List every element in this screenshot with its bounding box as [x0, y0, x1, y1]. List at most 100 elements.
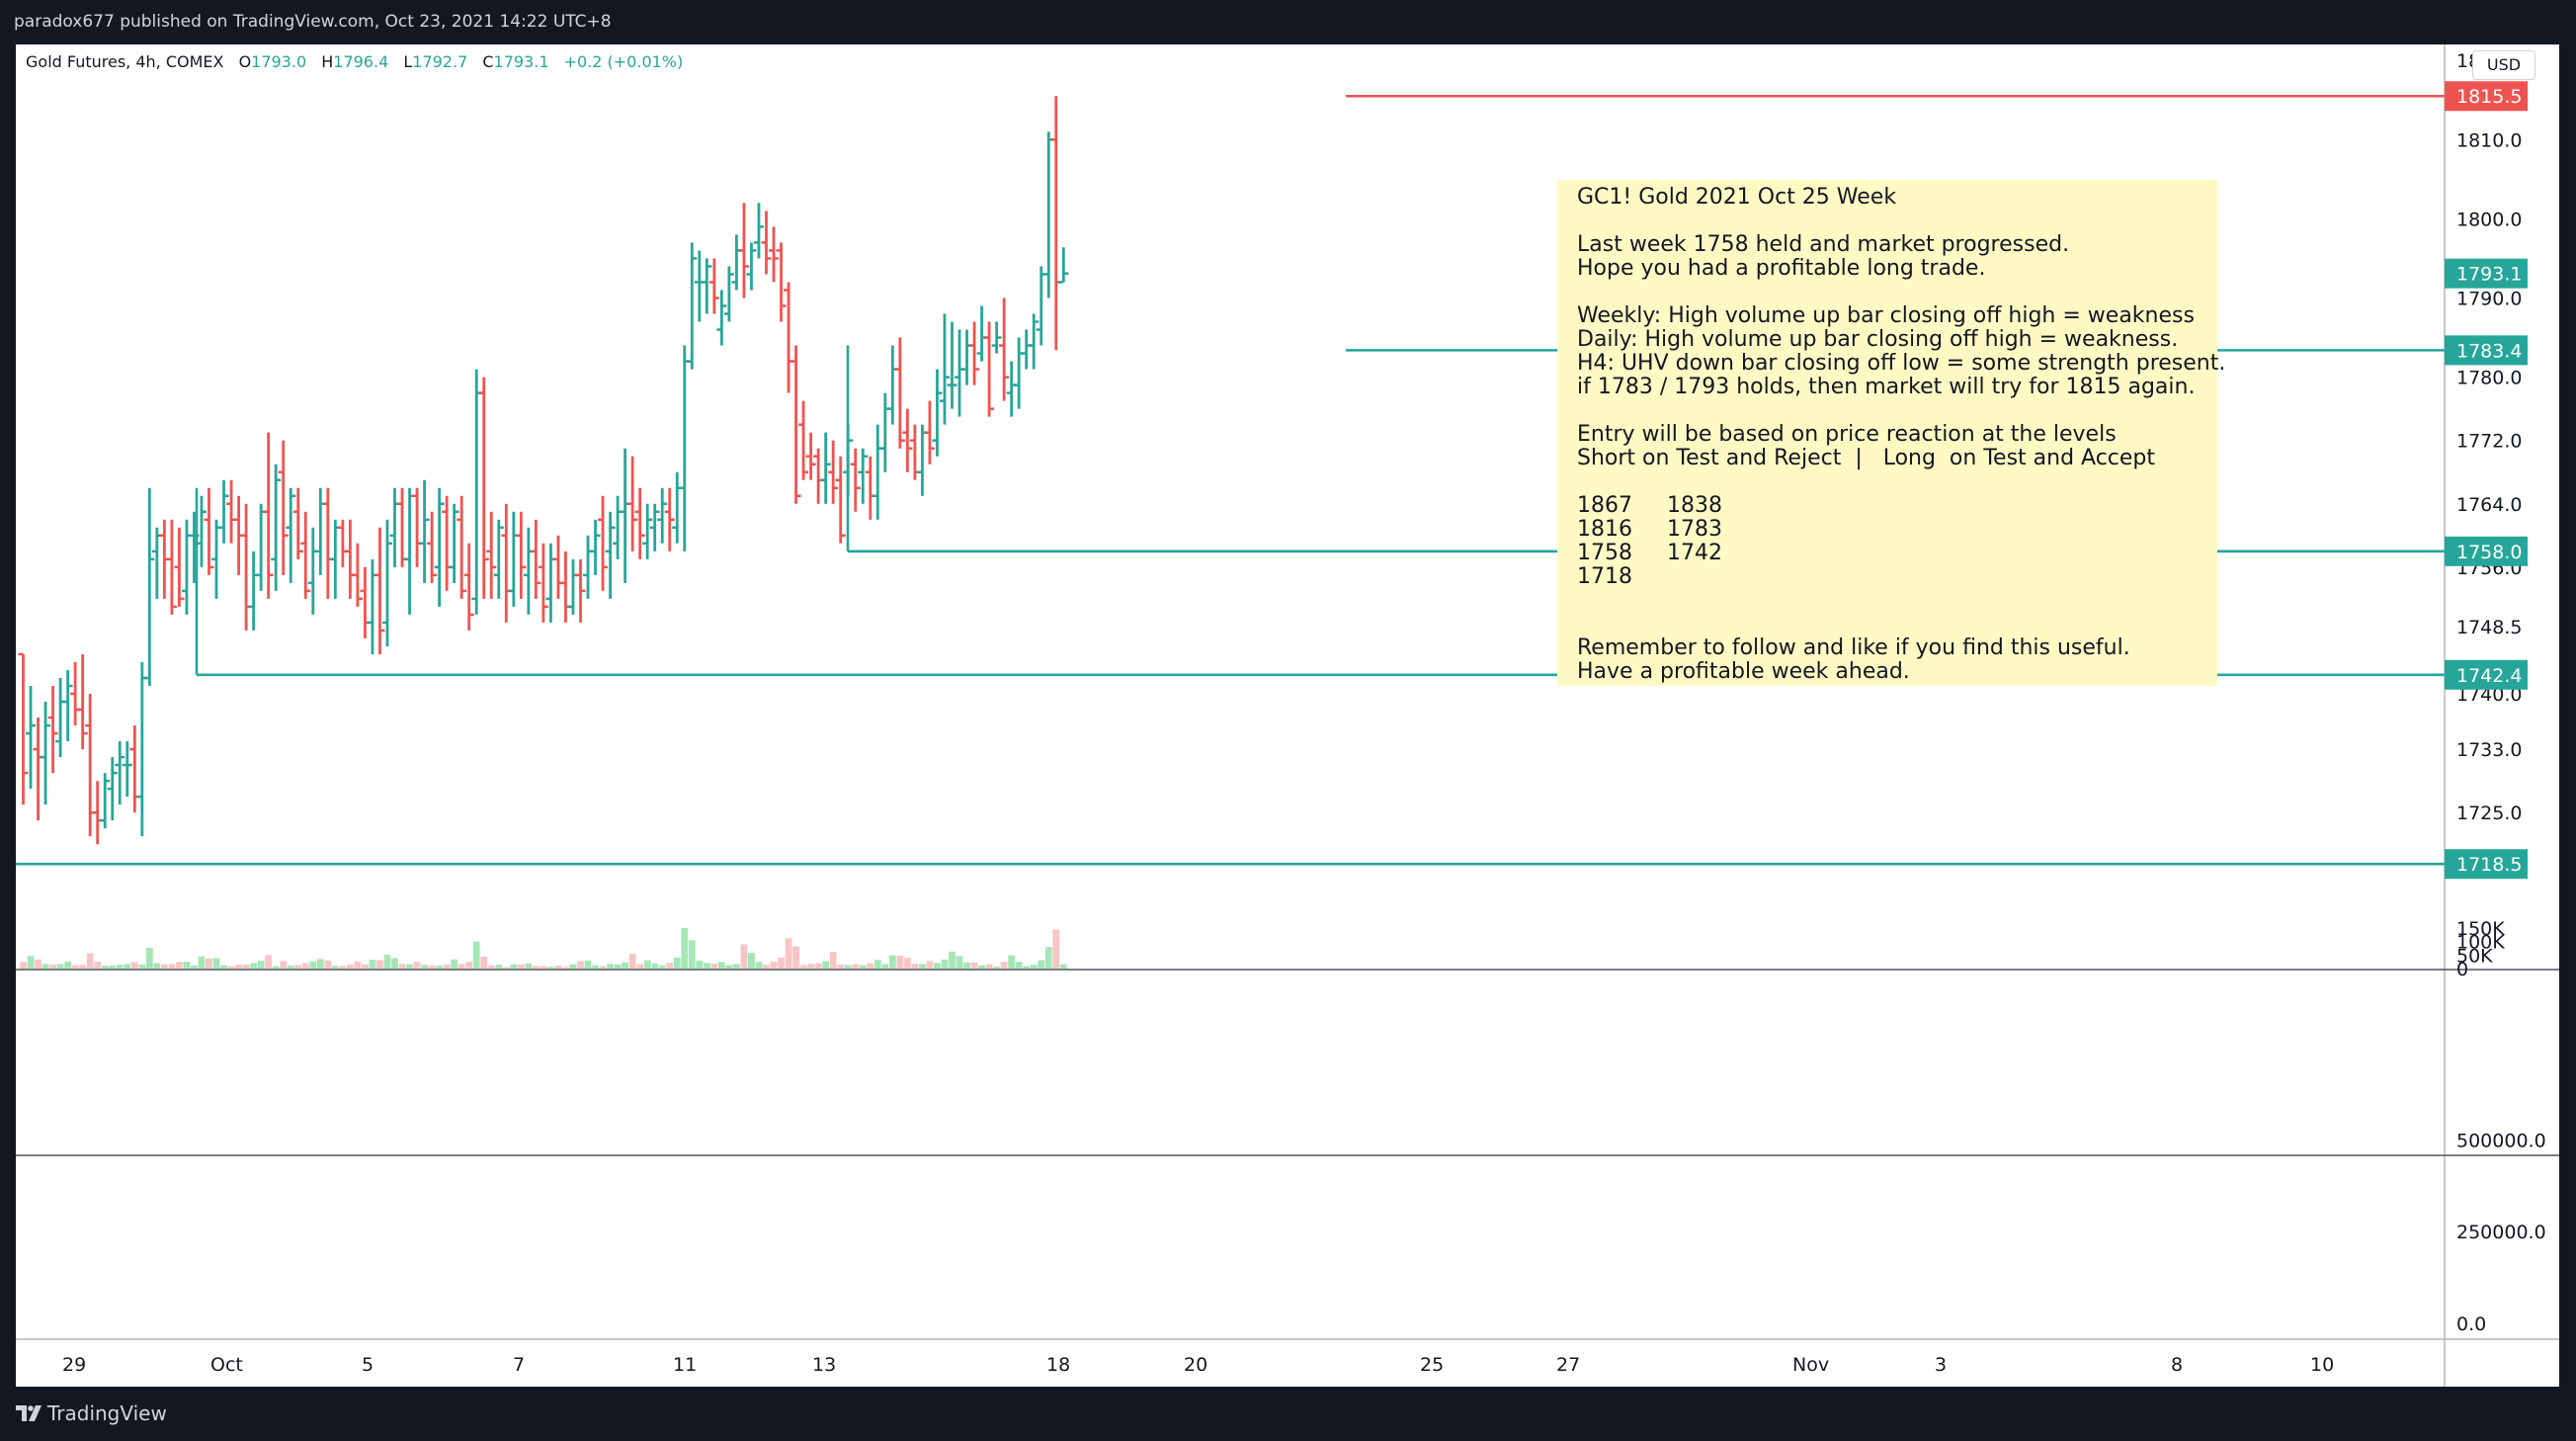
indicator-tick-label: 250000.0: [2456, 1222, 2546, 1243]
volume-bar: [725, 965, 733, 969]
volume-bar: [287, 965, 294, 969]
volume-bar: [710, 964, 718, 969]
volume-bar: [369, 959, 376, 969]
volume-bar: [651, 963, 659, 969]
volume-bar: [525, 963, 533, 969]
time-tick-label: 29: [62, 1354, 86, 1376]
price-badge: [2445, 335, 2528, 366]
note-line: Hope you had a profitable long trade.: [1577, 256, 1986, 281]
volume-bar: [198, 956, 206, 969]
chart-canvas[interactable]: 1820.01810.01800.01790.01780.01772.01764…: [16, 44, 2559, 1387]
volume-bar: [354, 961, 362, 969]
volume-bar: [554, 965, 562, 969]
time-tick-label: 25: [1420, 1354, 1444, 1376]
volume-bar: [362, 964, 369, 969]
volume-bar: [42, 964, 49, 969]
time-tick-label: Oct: [210, 1354, 243, 1376]
tradingview-logo-icon[interactable]: [16, 1405, 42, 1421]
tradingview-brand[interactable]: TradingView: [47, 1401, 167, 1425]
volume-bar: [934, 963, 941, 969]
symbol-legend: Gold Futures, 4h, COMEX O1793.0 H1796.4 …: [26, 52, 683, 71]
volume-bar: [20, 962, 27, 969]
volume-bar: [191, 965, 198, 969]
note-line: H4: UHV down bar closing off low = some …: [1577, 351, 2226, 376]
volume-bar: [1023, 966, 1031, 969]
volume-bar: [406, 964, 413, 969]
volume-bar: [873, 960, 881, 969]
time-tick-label: 13: [812, 1354, 836, 1376]
volume-bar: [1030, 965, 1038, 969]
volume-bar: [316, 959, 324, 969]
volume-tick-label: 50K: [2456, 945, 2493, 967]
volume-bar: [235, 965, 242, 969]
time-tick-label: Nov: [1792, 1354, 1829, 1376]
volume-bar: [257, 961, 265, 969]
volume-bar: [220, 965, 227, 969]
open-value: 1793.0: [251, 52, 307, 71]
note-line: if 1783 / 1793 holds, then market will t…: [1577, 375, 2196, 399]
volume-bar: [956, 956, 963, 969]
volume-bar: [451, 959, 458, 969]
volume-bar: [614, 964, 622, 969]
time-tick-label: 27: [1556, 1354, 1580, 1376]
volume-bar: [778, 957, 785, 969]
chart-panel[interactable]: 1820.01810.01800.01790.01780.01772.01764…: [16, 44, 2559, 1387]
volume-bar: [27, 956, 35, 969]
volume-bar: [436, 965, 444, 969]
note-line: Weekly: High volume up bar closing off h…: [1577, 303, 2195, 328]
volume-bar: [324, 960, 332, 969]
open-label: O: [238, 52, 252, 71]
volume-bar: [487, 965, 495, 969]
currency-button[interactable]: USD: [2472, 50, 2535, 80]
note-line: Short on Test and Reject | Long on Test …: [1577, 446, 2156, 470]
volume-bar: [903, 958, 911, 969]
volume-bar: [569, 964, 577, 969]
close-value: 1793.1: [493, 52, 549, 71]
volume-bar: [331, 966, 339, 969]
volume-bar: [212, 958, 220, 969]
footer-bar: TradingView: [0, 1387, 2576, 1441]
volume-bar: [584, 960, 592, 969]
volume-bar: [145, 947, 153, 969]
volume-bar: [168, 964, 176, 969]
volume-bar: [599, 966, 607, 969]
volume-bar: [829, 952, 837, 969]
volume-bar: [383, 955, 391, 969]
volume-bar: [681, 928, 689, 969]
volume-bar: [272, 966, 280, 969]
volume-bar: [443, 964, 451, 969]
volume-bar: [309, 961, 317, 969]
low-label: L: [403, 52, 413, 71]
volume-bar: [970, 962, 978, 969]
volume-bar: [495, 964, 503, 969]
note-line: [1577, 589, 2217, 613]
price-tick-label: 1810.0: [2456, 129, 2522, 151]
price-badge: [2445, 849, 2528, 880]
volume-bar: [785, 938, 792, 969]
volume-bar: [116, 965, 124, 969]
time-tick-label: 11: [673, 1354, 697, 1376]
time-tick-label: 8: [2171, 1354, 2183, 1376]
time-tick-label: 5: [362, 1354, 374, 1376]
volume-bar: [814, 963, 822, 969]
analysis-note: GC1! Gold 2021 Oct 25 Week Last week 1758…: [1557, 180, 2226, 686]
publish-line: paradox677 published on TradingView.com,…: [14, 12, 612, 32]
price-badge-label: 1793.1: [2456, 264, 2522, 286]
close-label: C: [482, 52, 494, 71]
note-line: Remember to follow and like if you find …: [1577, 636, 2130, 660]
volume-bar: [227, 966, 235, 969]
volume-bar: [881, 964, 889, 969]
volume-bar: [763, 965, 770, 969]
volume-bar: [949, 951, 956, 969]
volume-bar: [242, 964, 250, 969]
axes: 1820.01810.01800.01790.01780.01772.01764…: [62, 50, 2546, 1376]
indicator-tick-label: 500000.0: [2456, 1130, 2546, 1151]
volume-bar: [688, 940, 696, 969]
time-tick-label: 10: [2310, 1354, 2334, 1376]
volume-bar: [985, 964, 993, 969]
volume-bar: [428, 965, 436, 969]
volume-bar: [643, 960, 651, 969]
change-value: +0.2 (+0.01%): [563, 52, 684, 71]
time-tick-label: 3: [1935, 1354, 1947, 1376]
volume-bar: [176, 962, 183, 969]
